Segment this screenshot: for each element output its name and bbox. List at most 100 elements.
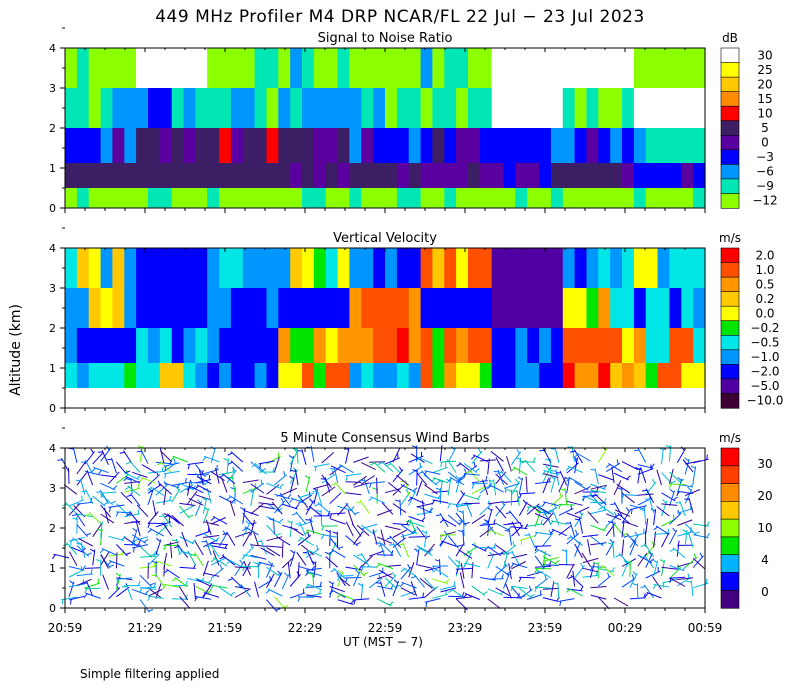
wind-barb	[166, 568, 180, 579]
heat-cell	[302, 48, 315, 88]
wind-barb	[608, 462, 623, 473]
heat-cell	[230, 188, 244, 208]
heat-cell	[468, 363, 481, 388]
wind-barb	[188, 497, 204, 506]
heat-cell	[361, 288, 374, 328]
barb-flag	[278, 518, 284, 523]
wind-barb	[254, 581, 260, 598]
wind-barb	[266, 573, 275, 588]
colorbar-label: 0	[761, 585, 769, 599]
barb-flag	[517, 476, 523, 481]
wind-barb	[163, 470, 180, 475]
heat-cell	[254, 88, 268, 128]
wind-barb	[329, 492, 342, 505]
barb-flag	[290, 549, 295, 554]
wind-barb	[399, 499, 402, 516]
barb-flag	[486, 485, 492, 490]
wind-barb	[645, 488, 655, 504]
wind-barb	[174, 576, 188, 588]
wind-barb	[242, 554, 259, 559]
wind-barb	[676, 448, 686, 464]
wind-barb	[313, 488, 319, 505]
heat-cell	[681, 328, 694, 363]
heat-cell	[574, 88, 588, 128]
wind-barb	[305, 594, 322, 598]
wind-barb	[69, 536, 85, 542]
heat-cell	[539, 188, 552, 208]
wind-barb	[503, 483, 520, 489]
wind-barb	[465, 501, 473, 517]
barb-flag	[640, 544, 646, 547]
heat-cell	[622, 88, 635, 128]
wind-barb	[671, 578, 686, 587]
heat-cell	[148, 48, 161, 88]
wind-barb	[147, 489, 154, 506]
heat-cell	[586, 128, 599, 163]
wind-barb	[289, 450, 299, 465]
barb-flag	[284, 572, 289, 577]
wind-barb	[409, 521, 425, 528]
barb-flag	[621, 494, 625, 500]
heat-cell	[183, 163, 196, 188]
wind-barb	[598, 568, 615, 573]
heat-cell	[550, 328, 564, 363]
wind-barb	[528, 532, 536, 549]
wind-barb	[116, 461, 127, 475]
barb-flag	[389, 544, 395, 546]
barb-flag	[304, 530, 309, 535]
wind-barb	[526, 503, 542, 513]
barb-flag	[283, 605, 289, 608]
heat-cell	[88, 128, 102, 163]
heat-cell	[693, 288, 706, 328]
heat-cell	[479, 88, 493, 128]
barb-flag	[614, 511, 617, 517]
barb-flag	[559, 600, 562, 607]
barb-flag	[277, 452, 280, 458]
wind-barb	[267, 588, 283, 597]
wind-barb	[606, 513, 622, 521]
wind-barb	[534, 513, 550, 521]
wind-barb	[76, 513, 93, 518]
wind-barb	[347, 510, 354, 526]
heat-cell	[491, 88, 505, 128]
heat-cell	[633, 328, 647, 363]
heat-cell	[373, 248, 386, 288]
barb-flag	[363, 572, 369, 576]
heat-cell	[278, 363, 291, 388]
heat-cell	[432, 288, 445, 328]
heat-cell	[645, 363, 659, 388]
barb-flag	[433, 586, 439, 589]
heat-cell	[148, 128, 161, 163]
heat-cell	[456, 128, 469, 163]
barb-flag	[137, 580, 141, 586]
wind-barb	[187, 550, 196, 566]
heat-cell	[373, 288, 386, 328]
heat-cell	[230, 248, 244, 288]
barb-flag	[239, 559, 244, 565]
heat-cell	[633, 363, 647, 388]
barb-flag	[662, 499, 667, 504]
barb-flag	[670, 480, 676, 484]
wind-barb	[495, 503, 506, 517]
wind-barb	[243, 560, 252, 576]
wind-barb	[676, 540, 680, 557]
heat-cell	[385, 328, 398, 363]
wind-barb	[100, 493, 114, 506]
heat-cell	[325, 288, 339, 328]
wind-barb	[139, 599, 150, 613]
heat-cell	[290, 248, 303, 288]
wind-barb	[551, 528, 567, 537]
barb-flag	[330, 569, 336, 573]
wind-barb	[472, 454, 488, 463]
wind-barb	[155, 461, 172, 465]
wind-barb	[226, 469, 237, 484]
heat-cell	[230, 288, 244, 328]
barb-flag	[639, 508, 645, 512]
wind-barb	[72, 447, 78, 463]
barb-flag	[458, 519, 464, 523]
wind-barb	[209, 543, 220, 558]
wind-barb	[218, 586, 233, 597]
heat-cell	[325, 188, 339, 208]
wind-barb	[229, 500, 236, 516]
wind-barb	[408, 516, 424, 523]
